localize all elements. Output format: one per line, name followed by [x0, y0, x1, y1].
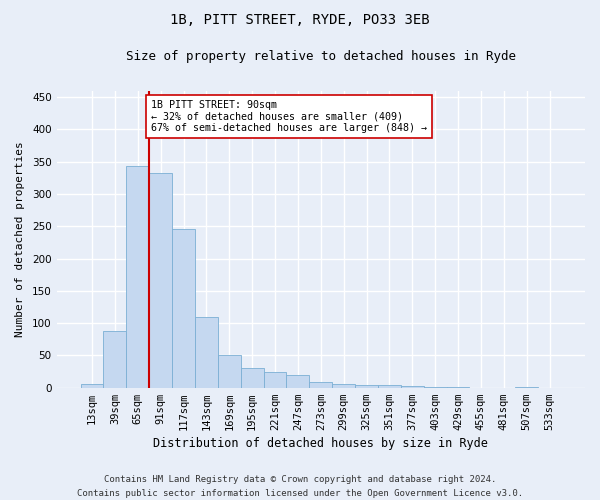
Text: 1B PITT STREET: 90sqm
← 32% of detached houses are smaller (409)
67% of semi-det: 1B PITT STREET: 90sqm ← 32% of detached …	[151, 100, 427, 134]
Bar	[80, 384, 103, 388]
Bar	[218, 356, 241, 388]
Bar	[127, 166, 149, 388]
Bar	[355, 385, 378, 388]
Title: Size of property relative to detached houses in Ryde: Size of property relative to detached ho…	[126, 50, 516, 63]
Y-axis label: Number of detached properties: Number of detached properties	[15, 141, 25, 337]
Bar	[263, 372, 286, 388]
Text: Contains HM Land Registry data © Crown copyright and database right 2024.
Contai: Contains HM Land Registry data © Crown c…	[77, 476, 523, 498]
Bar	[401, 386, 424, 388]
Bar	[103, 331, 127, 388]
Bar	[195, 316, 218, 388]
Text: 1B, PITT STREET, RYDE, PO33 3EB: 1B, PITT STREET, RYDE, PO33 3EB	[170, 12, 430, 26]
X-axis label: Distribution of detached houses by size in Ryde: Distribution of detached houses by size …	[154, 437, 488, 450]
Bar	[149, 172, 172, 388]
Bar	[241, 368, 263, 388]
Bar	[172, 230, 195, 388]
Bar	[378, 385, 401, 388]
Bar	[446, 387, 469, 388]
Bar	[424, 387, 446, 388]
Bar	[515, 387, 538, 388]
Bar	[332, 384, 355, 388]
Bar	[286, 376, 310, 388]
Bar	[310, 382, 332, 388]
